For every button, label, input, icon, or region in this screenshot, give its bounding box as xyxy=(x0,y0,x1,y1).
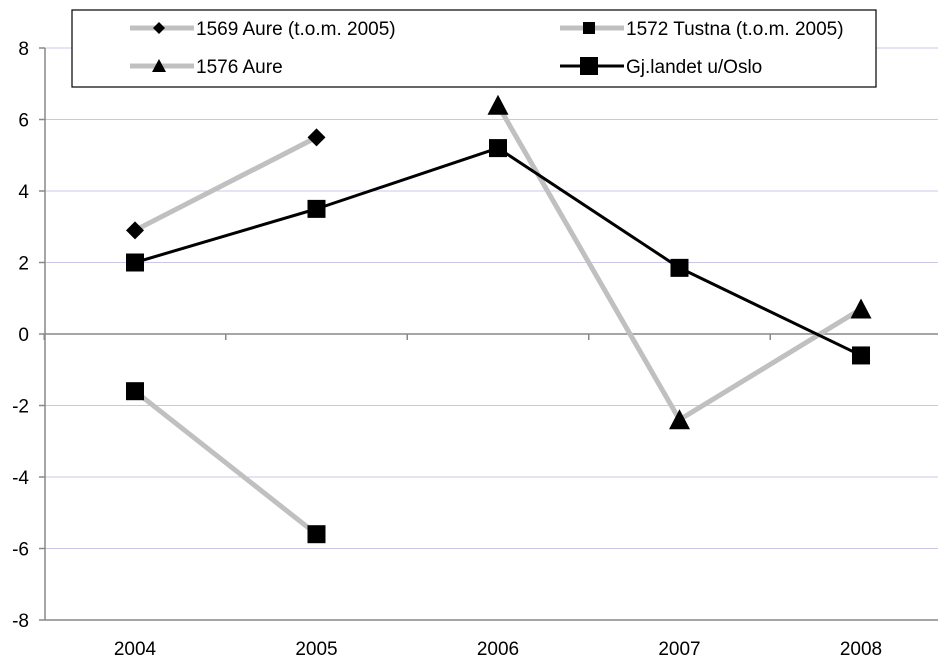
legend-marker xyxy=(580,57,598,75)
data-point xyxy=(852,346,870,365)
x-tick-label: 2008 xyxy=(840,639,882,660)
series-3 xyxy=(487,94,872,430)
legend-marker xyxy=(153,22,165,34)
series-1 xyxy=(126,128,326,240)
data-point xyxy=(850,298,872,319)
legend: 1569 Aure (t.o.m. 2005) 1572 Tustna (t.o.… xyxy=(71,9,877,88)
data-point xyxy=(126,221,144,240)
series-2 xyxy=(126,382,326,544)
series-layer xyxy=(126,94,872,544)
data-point xyxy=(670,258,689,277)
data-point xyxy=(489,139,507,158)
legend-item-4: Gj.landet u/Oslo xyxy=(560,57,762,78)
data-point xyxy=(307,525,326,544)
legend-label: 1572 Tustna (t.o.m. 2005) xyxy=(626,19,844,40)
x-tick-label: 2004 xyxy=(114,639,157,660)
data-point xyxy=(126,253,144,272)
y-tick-label: 8 xyxy=(18,39,29,60)
x-tick-label: 2007 xyxy=(658,639,700,660)
legend-marker xyxy=(152,59,166,72)
series-line xyxy=(133,135,318,233)
legend-label: 1576 Aure xyxy=(196,57,283,78)
legend-label: 1569 Aure (t.o.m. 2005) xyxy=(196,19,396,40)
series-4 xyxy=(126,139,870,365)
data-point xyxy=(669,409,690,430)
legend-marker xyxy=(583,22,595,34)
series-line xyxy=(133,389,319,537)
legend-label: Gj.landet u/Oslo xyxy=(626,57,762,78)
legend-box xyxy=(71,9,877,88)
grid-layer xyxy=(45,47,938,621)
y-tick-label: -4 xyxy=(12,468,29,489)
legend-item-3: 1576 Aure xyxy=(130,57,283,78)
data-point xyxy=(126,382,144,401)
legend-item-1: 1569 Aure (t.o.m. 2005) xyxy=(130,19,396,40)
y-tick-label: -8 xyxy=(12,611,29,632)
x-tick-label: 2005 xyxy=(295,639,337,660)
data-point xyxy=(307,128,326,147)
y-tick-label: 2 xyxy=(18,254,29,275)
data-point xyxy=(307,199,326,218)
legend-item-2: 1572 Tustna (t.o.m. 2005) xyxy=(560,19,844,40)
y-tick-label: 6 xyxy=(18,111,29,132)
y-tick-label: 4 xyxy=(18,182,29,203)
y-tick-label: -6 xyxy=(12,540,29,561)
x-tick-label: 2006 xyxy=(477,639,519,660)
data-point xyxy=(487,94,509,115)
y-tick-label: -2 xyxy=(12,397,29,418)
y-tick-label: 0 xyxy=(18,325,29,346)
axes-layer: -8 -6 -4 -2 0 2 4 6 8 2004 2005 2006 2007 2008 xyxy=(12,39,938,660)
series-line xyxy=(134,146,862,357)
